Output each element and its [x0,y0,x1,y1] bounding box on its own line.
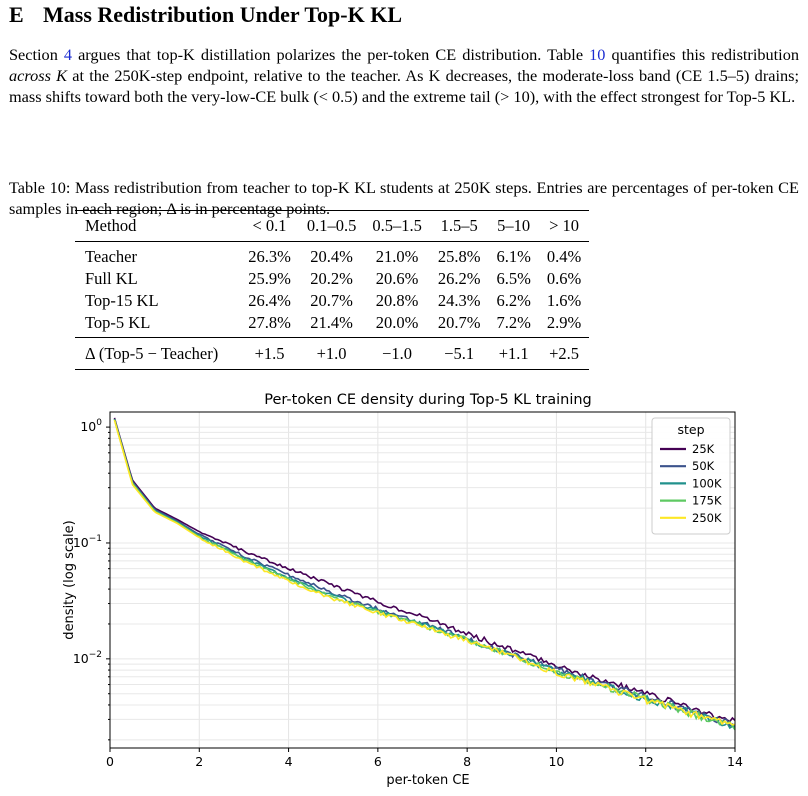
table-row: Top-15 KL 26.4% 20.7% 20.8% 24.3% 6.2% 1.6% [75,290,589,312]
x-tick-label: 2 [195,754,203,769]
y-tick-label: 100 [80,418,102,434]
para-text-1: Section [9,45,64,64]
para-text-2: argues that top-K distillation polarizes… [72,45,590,64]
section-link[interactable]: 4 [63,45,73,64]
para-text-3: quantifies this redistribution [605,45,799,64]
section-number: E [9,2,24,27]
table-cell: −1.0 [364,337,430,370]
table-header: Method [75,210,241,242]
series-line [113,418,736,728]
table-cell: 21.4% [310,313,353,332]
table-link[interactable]: 10 [589,45,606,64]
para-text-4: at the 250K-step endpoint, relative to t… [9,66,799,106]
table-cell: Full KL [85,269,138,288]
table-cell: 25.8% [437,247,481,266]
table-cell: Top-15 KL [85,291,159,310]
table-cell: Teacher [85,247,137,266]
table-row: Top-5 KL 27.8% 21.4% 20.0% 20.7% 7.2% 2.9% [75,312,589,338]
table-cell: Δ (Top-5 − Teacher) [75,337,241,370]
table-cell: 6.5% [496,269,531,288]
body-paragraph: Section 4 argues that top-K distillation… [9,44,799,107]
legend-title: step [677,422,704,437]
x-tick-label: 10 [548,754,564,769]
table-cell: 20.7% [437,313,481,332]
table-cell: +1.1 [488,337,539,370]
y-axis-label: density (log scale) [62,520,77,639]
table-cell: −5.1 [429,337,489,370]
table-cell: 6.1% [496,247,531,266]
legend-label: 25K [692,442,715,456]
table-cell: 1.6% [546,291,582,310]
y-tick-label: 10−2 [73,650,102,666]
x-tick-label: 8 [463,754,471,769]
table-cell: 6.2% [496,291,531,310]
table-cell: 27.8% [248,313,291,332]
series-line [113,417,736,723]
para-emphasis: across K [9,66,68,85]
section-heading: E Mass Redistribution Under Top-K KL [9,2,402,28]
table-cell: 2.9% [546,313,582,332]
x-tick-label: 6 [374,754,382,769]
legend-box [651,417,731,535]
table-cell: 26.3% [248,247,291,266]
table-cell: 26.4% [248,291,291,310]
series-line [113,419,736,731]
section-title: Mass Redistribution Under Top-K KL [43,2,403,27]
table-cell: 26.2% [437,269,481,288]
x-tick-label: 12 [638,754,654,769]
table-row: Full KL 25.9% 20.2% 20.6% 26.2% 6.5% 0.6% [75,268,589,290]
table-cell: 24.3% [437,291,481,310]
table-cell: 20.8% [375,291,419,310]
table-header: 0.5–1.5 [364,210,430,242]
table-cell: 20.7% [310,291,353,310]
table-cell: 21.0% [375,247,419,266]
x-tick-label: 14 [727,754,743,769]
table-cell: 0.6% [546,269,582,288]
table-header: < 0.1 [240,210,299,242]
table-cell: Top-5 KL [85,313,151,332]
chart-title: Per-token CE density during Top-5 KL tra… [264,392,592,408]
table-header: 0.1–0.5 [298,210,365,242]
table-cell: +2.5 [538,337,590,370]
table-header: 1.5–5 [429,210,489,242]
table-header: 5–10 [488,210,539,242]
redistribution-table: Method < 0.1 0.1–0.5 0.5–1.5 1.5–5 5–10 … [75,210,590,370]
series-line [113,419,736,726]
y-tick-label: 10−1 [73,534,102,550]
x-tick-label: 4 [285,754,293,769]
table-cell: 20.0% [375,313,419,332]
legend-label: 175K [692,494,722,508]
delta-row: Δ (Top-5 − Teacher) +1.5 +1.0 −1.0 −5.1 +1.1 +… [75,337,590,370]
table-header-row: Method < 0.1 0.1–0.5 0.5–1.5 1.5–5 5–10 … [75,210,590,242]
x-axis-label: per-token CE [386,773,469,788]
legend-label: 250K [692,511,722,525]
table-cell: 20.6% [375,269,419,288]
plot-frame [109,411,736,749]
series-line [113,418,736,730]
legend-label: 50K [692,459,715,473]
table-cell: 20.4% [310,247,353,266]
table-cell: 0.4% [546,247,582,266]
table-header: > 10 [538,210,590,242]
x-tick-label: 0 [106,754,114,769]
table-cell: +1.5 [240,337,299,370]
table-cell: +1.0 [298,337,365,370]
table-cell: 20.2% [310,269,353,288]
table-cell: 7.2% [496,313,531,332]
legend-label: 100K [692,476,722,490]
table-row: Teacher 26.3% 20.4% 21.0% 25.8% 6.1% 0.4% [75,242,589,269]
table-cell: 25.9% [248,269,291,288]
